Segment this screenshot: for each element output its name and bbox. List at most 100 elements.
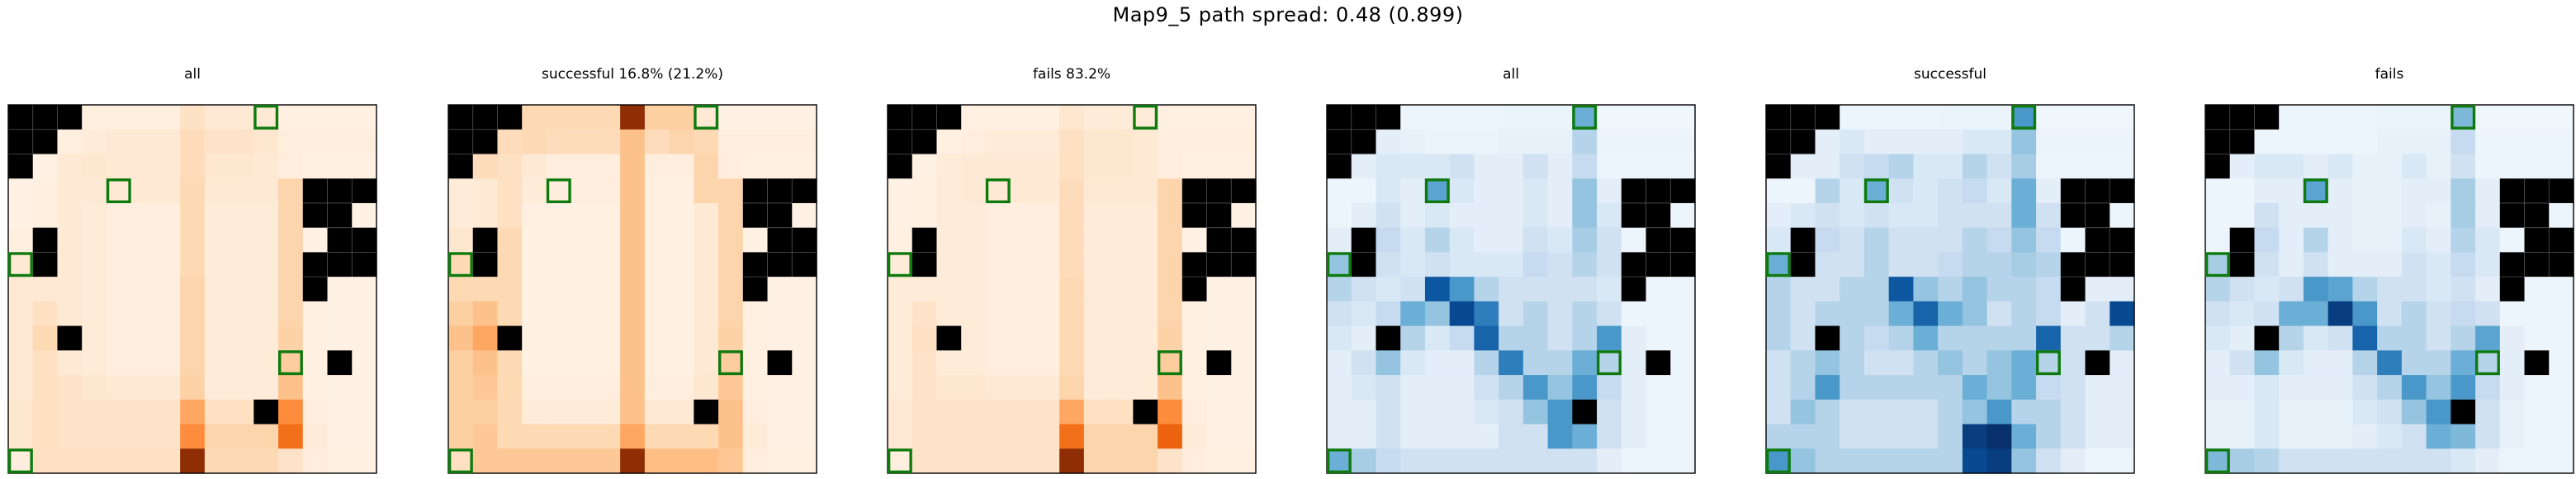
wall-cell	[1133, 399, 1158, 425]
heat-cell	[669, 301, 694, 327]
heat-cell	[2401, 252, 2427, 277]
heat-cell	[2254, 178, 2280, 204]
heat-cell	[1108, 202, 1134, 229]
heat-cell	[1108, 325, 1134, 351]
wall-cell	[32, 252, 59, 277]
heat-cell	[1400, 375, 1426, 401]
heat-cell	[155, 178, 181, 204]
heat-cell	[2303, 227, 2329, 253]
heat-cell	[1790, 424, 1816, 449]
heat-cell	[1522, 399, 1549, 425]
heat-cell	[1962, 252, 1988, 277]
heat-cell	[2327, 105, 2353, 130]
heat-cell	[669, 129, 694, 155]
heat-cell	[694, 350, 719, 376]
heat-cell	[792, 277, 817, 302]
heat-cell	[204, 350, 230, 376]
heat-cell	[497, 252, 523, 277]
heat-cell	[571, 252, 596, 277]
heat-cell	[1499, 105, 1524, 130]
heat-cell	[1986, 129, 2012, 155]
wall-cell	[2499, 178, 2526, 204]
heat-cell	[1597, 277, 1622, 302]
heat-cell	[767, 448, 793, 474]
heat-cell	[620, 375, 646, 401]
heat-cell	[1059, 105, 1085, 130]
heat-cell	[2011, 202, 2037, 229]
heat-cell	[912, 301, 938, 327]
heat-cell	[1863, 129, 1890, 155]
heat-cell	[1863, 325, 1890, 351]
goal-marker	[2035, 350, 2061, 376]
heat-cell	[1840, 129, 1865, 155]
heat-cell	[82, 399, 107, 425]
heat-cell	[1597, 325, 1622, 351]
heat-cell	[106, 277, 132, 302]
heat-cell	[1962, 154, 1988, 179]
heat-cell	[472, 202, 499, 229]
wall-cell	[2524, 252, 2550, 277]
start-marker	[1765, 448, 1791, 474]
heat-cell	[2011, 301, 2037, 327]
heat-cell	[204, 178, 230, 204]
heat-cell	[1597, 252, 1622, 277]
heat-cell	[1572, 227, 1598, 253]
wall-cell	[1646, 202, 1671, 229]
heat-cell	[1400, 105, 1426, 130]
heat-cell	[1913, 325, 1939, 351]
heat-cell	[912, 399, 938, 425]
heat-cell	[571, 375, 596, 401]
heat-cell	[595, 399, 621, 425]
heat-cell	[1376, 252, 1401, 277]
heat-cell	[1863, 154, 1890, 179]
heat-cell	[1766, 178, 1792, 204]
heat-cell	[130, 252, 156, 277]
heat-cell	[2011, 154, 2037, 179]
heat-cell	[57, 129, 83, 155]
heat-cell	[1035, 178, 1060, 204]
heat-cell	[1158, 202, 1183, 229]
heat-cell	[985, 448, 1011, 474]
heat-cell	[497, 129, 523, 155]
heat-cell	[936, 448, 962, 474]
heat-cell	[2426, 277, 2451, 302]
wall-cell	[327, 202, 353, 229]
wall-cell	[302, 252, 329, 277]
heat-cell	[546, 105, 572, 130]
heat-cell	[57, 448, 83, 474]
heat-cell	[82, 105, 107, 130]
heat-cell	[2254, 227, 2280, 253]
heat-cell	[448, 301, 474, 327]
heat-cell	[448, 424, 474, 449]
heat-cell	[1766, 252, 1792, 277]
heat-cell	[669, 399, 694, 425]
heat-cell	[2451, 325, 2476, 351]
heat-cell	[2229, 301, 2256, 327]
heat-cell	[1815, 178, 1840, 204]
heat-cell	[669, 325, 694, 351]
heat-cell	[327, 325, 353, 351]
heat-cell	[2254, 448, 2280, 474]
heat-cell	[1231, 350, 1257, 376]
heat-cell	[2303, 277, 2329, 302]
heat-cell	[571, 301, 596, 327]
heat-cell	[1035, 252, 1060, 277]
heat-cell	[1962, 129, 1988, 155]
heat-cell	[1863, 178, 1890, 204]
heat-cell	[1962, 350, 1988, 376]
heat-cell	[2352, 399, 2378, 425]
heat-cell	[2451, 424, 2476, 449]
heat-cell	[912, 202, 938, 229]
wall-cell	[1766, 105, 1792, 130]
heat-cell	[229, 424, 254, 449]
heat-cell	[718, 350, 744, 376]
heat-cell	[1888, 105, 1914, 130]
heat-cell	[2426, 399, 2451, 425]
heat-cell	[1499, 129, 1524, 155]
heat-cell	[522, 424, 547, 449]
heat-cell	[2426, 178, 2451, 204]
heat-cell	[1035, 350, 1060, 376]
wall-cell	[888, 105, 913, 130]
heat-cell	[1499, 178, 1524, 204]
heat-cell	[2549, 301, 2574, 327]
